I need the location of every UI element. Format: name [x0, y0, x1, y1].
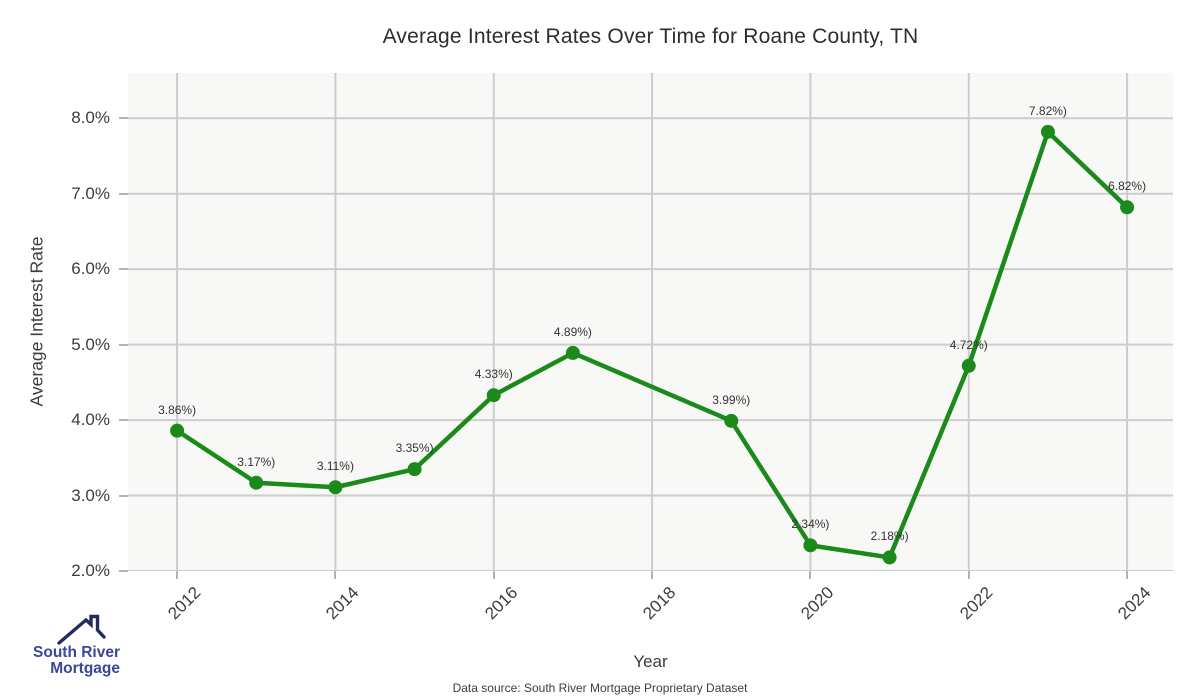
data-point	[170, 423, 185, 438]
y-tick-label: 4.0%	[71, 410, 110, 430]
point-label: 3.11%)	[316, 459, 354, 474]
data-point	[1040, 124, 1055, 139]
point-label: 2.34%)	[791, 517, 830, 532]
data-point	[249, 475, 264, 490]
x-tick-mark	[176, 571, 179, 579]
data-point	[1120, 200, 1135, 215]
point-label: 3.17%)	[237, 454, 276, 469]
point-label: 3.99%)	[712, 392, 751, 407]
data-point	[565, 345, 580, 360]
point-label: 4.89%)	[553, 324, 592, 339]
y-tick-mark	[119, 419, 128, 422]
south-river-mortgage-logo: South River Mortgage	[14, 610, 126, 690]
chart-title: Average Interest Rates Over Time for Roa…	[382, 25, 919, 48]
y-tick-label: 2.0%	[71, 561, 110, 580]
point-label: 6.82%)	[1108, 179, 1147, 194]
data-point	[724, 413, 739, 428]
point-label: 3.86%)	[158, 402, 197, 417]
y-tick-mark	[119, 494, 128, 497]
x-tick-mark	[809, 571, 812, 579]
chart-panel	[128, 73, 1173, 571]
point-label: 4.72%)	[949, 337, 988, 352]
series-line	[174, 129, 1130, 560]
point-label: 3.35%)	[395, 441, 434, 456]
x-tick-label: 2016	[481, 583, 522, 624]
x-axis-label: Year	[633, 652, 668, 671]
x-tick-mark	[492, 571, 495, 579]
data-point	[803, 538, 818, 553]
x-tick-label: 2020	[797, 583, 838, 624]
y-tick-mark	[119, 117, 128, 120]
x-tick-label: 2012	[164, 583, 205, 624]
logo-line2: Mortgage	[50, 660, 120, 677]
x-tick-mark	[651, 571, 654, 579]
x-tick-mark	[967, 571, 970, 579]
y-tick-label: 6.0%	[71, 259, 110, 279]
point-label: 4.33%)	[474, 367, 513, 382]
data-point	[328, 480, 343, 495]
y-tick-label: 8.0%	[71, 108, 110, 128]
y-tick-label: 5.0%	[71, 334, 110, 354]
data-source-note: Data source: South River Mortgage Propri…	[452, 681, 748, 695]
x-tick-label: 2024	[1114, 583, 1155, 624]
logo-line1: South River	[33, 644, 120, 661]
line-chart	[128, 73, 1173, 571]
data-point	[882, 550, 897, 565]
logo-text: South River Mortgage	[20, 645, 120, 677]
x-tick-label: 2022	[956, 583, 997, 624]
point-label: 2.18%)	[870, 529, 909, 544]
x-tick-mark	[1126, 571, 1129, 579]
y-tick-mark	[119, 343, 128, 346]
y-tick-label: 3.0%	[71, 485, 110, 505]
x-tick-mark	[334, 571, 337, 579]
y-tick-label: 7.0%	[71, 183, 110, 203]
x-tick-label: 2018	[639, 583, 680, 624]
data-point	[961, 358, 976, 373]
data-point	[407, 462, 422, 477]
y-tick-mark	[119, 192, 128, 195]
x-tick-label: 2014	[322, 583, 363, 624]
y-tick-mark	[119, 570, 128, 572]
house-roof-icon	[57, 614, 106, 645]
data-point	[486, 388, 501, 403]
point-label: 7.82%)	[1028, 103, 1067, 118]
y-tick-mark	[119, 268, 128, 271]
